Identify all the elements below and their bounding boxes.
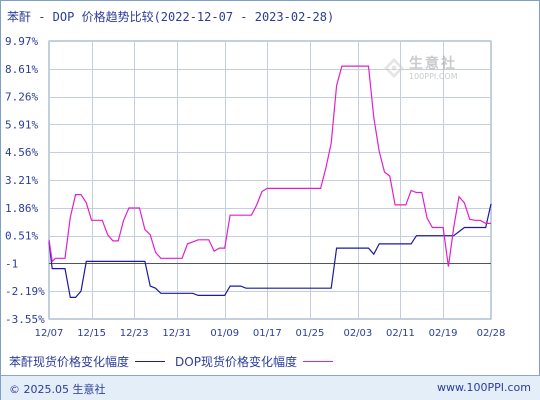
- y-tick-label: 1.86%: [5, 202, 38, 215]
- y-tick-label: 8.61%: [5, 63, 38, 76]
- x-tick-label: 01/17: [253, 328, 282, 339]
- y-tick-label: -2.19%: [5, 285, 45, 298]
- x-tick-label: 02/19: [429, 328, 458, 339]
- series-line-1: [48, 203, 492, 298]
- x-tick-label: 12/07: [35, 328, 64, 339]
- y-tick-label: -3.55%: [5, 313, 45, 326]
- logo-icon: [384, 58, 404, 78]
- watermark-url: 100PPI.COM: [409, 72, 458, 81]
- chart-title: 苯酐 - DOP 价格趋势比较(2022-12-07 - 2023-02-28): [7, 10, 335, 24]
- watermark-logo: 生意社 100PPI.COM: [383, 57, 458, 81]
- y-tick-label: -1: [5, 257, 18, 270]
- x-tick-label: 12/15: [77, 328, 106, 339]
- watermark-name: 生意社: [409, 56, 457, 72]
- footer-bar: © 2025.05 生意社 www.100PPI.com: [1, 375, 540, 400]
- legend-label-series-2: DOP现货价格变化幅度: [175, 355, 297, 369]
- x-tick-label: 02/03: [343, 328, 372, 339]
- x-tick-label: 01/09: [210, 328, 239, 339]
- x-tick-label: 01/25: [296, 328, 325, 339]
- x-tick-label: 12/31: [162, 328, 191, 339]
- x-tick-label: 02/11: [386, 328, 415, 339]
- chart-legend: 苯酐现货价格变化幅度 DOP现货价格变化幅度: [9, 353, 343, 370]
- y-tick-label: 4.56%: [5, 146, 38, 159]
- series-line-2: [48, 65, 491, 267]
- legend-swatch-series-1: [135, 361, 166, 362]
- legend-swatch-series-2: [302, 361, 333, 362]
- y-tick-label: 5.91%: [5, 118, 38, 131]
- copyright-text: © 2025.05 生意社: [9, 383, 106, 396]
- y-tick-label: 9.97%: [5, 35, 38, 48]
- legend-label-series-1: 苯酐现货价格变化幅度: [9, 355, 130, 369]
- x-tick-label: 12/23: [120, 328, 149, 339]
- y-tick-label: 3.21%: [5, 174, 38, 187]
- y-tick-label: 0.51%: [5, 230, 38, 243]
- y-tick-label: 7.26%: [5, 91, 38, 104]
- x-tick-label: 02/28: [477, 328, 506, 339]
- site-link[interactable]: www.100PPI.com: [437, 381, 531, 394]
